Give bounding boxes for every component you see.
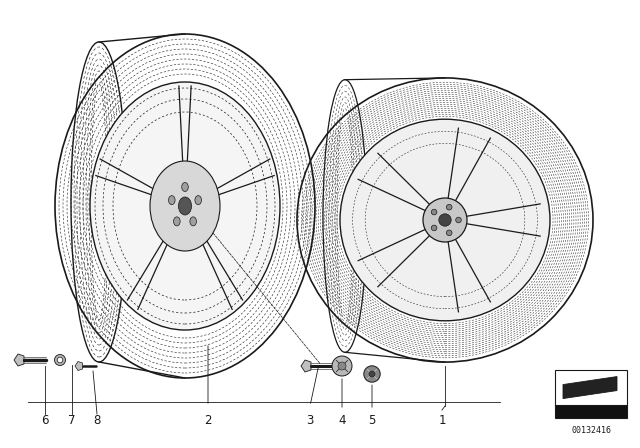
Text: 00132416: 00132416 bbox=[571, 426, 611, 435]
Ellipse shape bbox=[182, 182, 188, 191]
Text: 7: 7 bbox=[68, 414, 76, 426]
Ellipse shape bbox=[173, 217, 180, 226]
Circle shape bbox=[439, 214, 451, 226]
Text: 1: 1 bbox=[438, 414, 445, 426]
Text: 5: 5 bbox=[368, 414, 376, 426]
Circle shape bbox=[456, 217, 461, 223]
Polygon shape bbox=[75, 362, 83, 370]
Text: 2: 2 bbox=[204, 414, 212, 426]
Circle shape bbox=[423, 198, 467, 242]
Circle shape bbox=[332, 356, 352, 376]
Ellipse shape bbox=[168, 196, 175, 205]
Circle shape bbox=[446, 230, 452, 236]
Circle shape bbox=[364, 366, 380, 382]
Circle shape bbox=[369, 371, 375, 377]
Ellipse shape bbox=[190, 217, 196, 226]
Ellipse shape bbox=[179, 197, 191, 215]
Circle shape bbox=[431, 225, 437, 231]
Bar bbox=[555, 405, 627, 418]
Ellipse shape bbox=[340, 119, 550, 321]
Polygon shape bbox=[14, 354, 24, 366]
Circle shape bbox=[338, 362, 346, 370]
Ellipse shape bbox=[90, 82, 280, 330]
Circle shape bbox=[54, 354, 65, 366]
Text: 3: 3 bbox=[307, 414, 314, 426]
Text: 8: 8 bbox=[93, 414, 100, 426]
Ellipse shape bbox=[195, 196, 202, 205]
Text: 6: 6 bbox=[41, 414, 49, 426]
Ellipse shape bbox=[150, 161, 220, 251]
Circle shape bbox=[431, 209, 437, 215]
Text: 4: 4 bbox=[339, 414, 346, 426]
Bar bbox=[555, 370, 627, 418]
Circle shape bbox=[446, 204, 452, 210]
Polygon shape bbox=[563, 377, 617, 399]
Circle shape bbox=[57, 357, 63, 363]
Polygon shape bbox=[301, 360, 311, 372]
